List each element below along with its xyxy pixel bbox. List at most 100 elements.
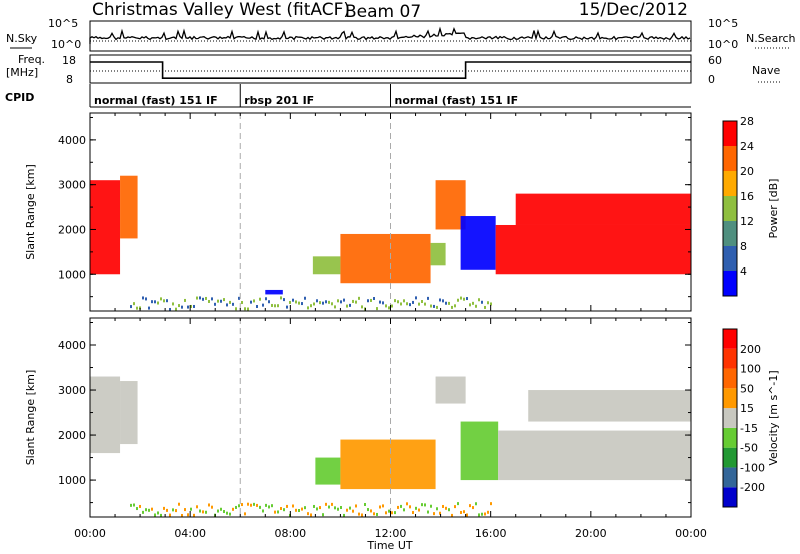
- ground-scatter: [487, 510, 489, 514]
- ground-scatter: [418, 302, 420, 306]
- ground-scatter: [145, 297, 147, 301]
- colorbar-segment: [723, 487, 737, 507]
- ground-scatter: [193, 304, 195, 308]
- colorbar-segment: [723, 467, 737, 488]
- ground-scatter: [319, 301, 321, 305]
- ground-scatter: [241, 503, 243, 507]
- colorbar-segment: [723, 196, 737, 221]
- ground-scatter: [238, 296, 240, 300]
- ground-scatter: [211, 297, 213, 301]
- ground-scatter: [250, 300, 252, 304]
- ground-scatter: [307, 512, 309, 516]
- ground-scatter: [436, 507, 438, 511]
- ytick-label: 1000: [58, 268, 86, 281]
- count-tick-top-right: 10^5: [708, 17, 738, 30]
- ground-scatter: [403, 508, 405, 512]
- colorbar-tick: 24: [740, 140, 754, 153]
- ground-scatter: [349, 303, 351, 307]
- ground-scatter: [445, 506, 447, 510]
- ground-scatter: [280, 507, 282, 511]
- ground-scatter: [391, 511, 393, 515]
- ground-scatter: [205, 296, 207, 300]
- ground-scatter: [256, 304, 258, 308]
- ground-scatter: [211, 505, 213, 509]
- ground-scatter: [313, 302, 315, 306]
- ground-scatter: [181, 305, 183, 309]
- ground-scatter: [271, 303, 273, 307]
- ground-scatter: [352, 509, 354, 513]
- ground-scatter: [454, 304, 456, 308]
- ground-scatter: [409, 505, 411, 509]
- ground-scatter: [259, 505, 261, 509]
- ground-scatter: [247, 502, 249, 506]
- data-region: [265, 289, 283, 295]
- ground-scatter: [139, 306, 141, 310]
- ground-scatter: [412, 511, 414, 515]
- ground-scatter: [361, 305, 363, 309]
- ground-scatter: [394, 299, 396, 303]
- ground-scatter: [466, 297, 468, 301]
- ground-scatter: [403, 299, 405, 303]
- colorbar-tick: 100: [740, 363, 761, 376]
- ground-scatter: [157, 301, 159, 305]
- cpid-segment-label: normal (fast) 151 IF: [395, 94, 519, 107]
- ground-scatter: [328, 505, 330, 509]
- cpid-label: CPID: [5, 91, 34, 104]
- ground-scatter: [346, 508, 348, 512]
- ground-scatter: [316, 299, 318, 303]
- ground-scatter: [355, 300, 357, 304]
- ground-scatter: [142, 296, 144, 300]
- ground-scatter: [292, 504, 294, 508]
- ground-scatter: [175, 307, 177, 311]
- ground-scatter: [298, 301, 300, 305]
- ground-scatter: [412, 300, 414, 304]
- ground-scatter: [385, 511, 387, 515]
- ytick-label: 3000: [58, 384, 86, 397]
- colorbar-segment: [723, 368, 737, 389]
- ground-scatter: [400, 302, 402, 306]
- ground-scatter: [334, 305, 336, 309]
- freq-panel-frame: [89, 54, 692, 84]
- ground-scatter: [388, 306, 390, 310]
- ground-scatter: [271, 504, 273, 508]
- ground-scatter: [397, 505, 399, 509]
- ground-scatter: [184, 508, 186, 512]
- colorbar-tick: 12: [740, 215, 754, 228]
- ground-scatter: [169, 513, 171, 517]
- ground-scatter: [421, 300, 423, 304]
- ground-scatter: [178, 304, 180, 308]
- colorbar-label: Power [dB]: [767, 179, 780, 239]
- ground-scatter: [370, 298, 372, 302]
- ground-scatter: [391, 304, 393, 308]
- ground-scatter: [322, 301, 324, 305]
- ground-scatter: [331, 302, 333, 306]
- ground-scatter: [196, 296, 198, 300]
- data-region: [340, 233, 431, 284]
- power-panel: 1000 2000 3000 4000 Slant Range [km]: [24, 112, 692, 312]
- count-tick-top-left: 10^5: [48, 17, 78, 30]
- ground-scatter: [343, 513, 345, 517]
- ground-scatter: [358, 296, 360, 300]
- ground-scatter: [325, 502, 327, 506]
- freq-unit-label: [MHz]: [6, 66, 38, 79]
- ground-scatter: [142, 510, 144, 514]
- ground-scatter: [187, 513, 189, 517]
- ground-scatter: [223, 510, 225, 514]
- time-axis: 00:00 04:00 08:00 12:00 16:00 20:00 00:00: [74, 113, 707, 540]
- ground-scatter: [217, 299, 219, 303]
- ground-scatter: [202, 297, 204, 301]
- ground-scatter: [475, 502, 477, 506]
- ground-scatter: [154, 300, 156, 304]
- ground-scatter: [409, 303, 411, 307]
- ground-scatter: [160, 297, 162, 301]
- cpid-segment-label: rbsp 201 IF: [244, 94, 314, 107]
- ground-scatter: [487, 301, 489, 305]
- ytick-label: 4000: [58, 339, 86, 352]
- ground-scatter: [379, 505, 381, 509]
- ground-scatter: [484, 305, 486, 309]
- ground-scatter: [178, 502, 180, 506]
- ground-scatter: [193, 513, 195, 517]
- ground-scatter: [136, 306, 138, 310]
- ground-scatter: [430, 504, 432, 508]
- ground-scatter: [265, 297, 267, 301]
